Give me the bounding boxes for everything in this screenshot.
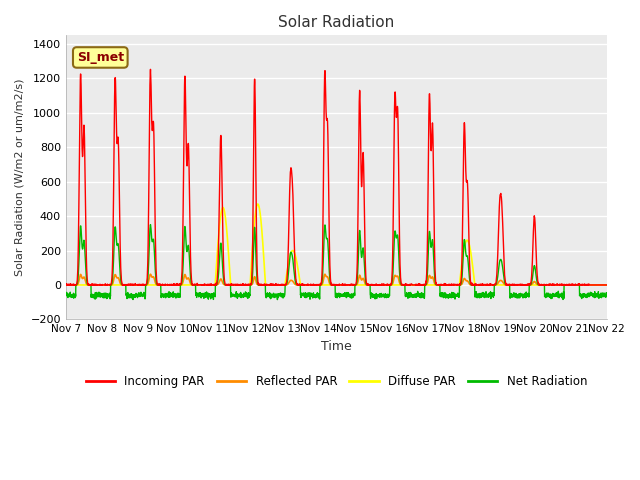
Title: Solar Radiation: Solar Radiation [278,15,394,30]
X-axis label: Time: Time [321,340,351,353]
Text: SI_met: SI_met [77,51,124,64]
Legend: Incoming PAR, Reflected PAR, Diffuse PAR, Net Radiation: Incoming PAR, Reflected PAR, Diffuse PAR… [81,371,592,393]
Y-axis label: Solar Radiation (W/m2 or um/m2/s): Solar Radiation (W/m2 or um/m2/s) [15,79,25,276]
